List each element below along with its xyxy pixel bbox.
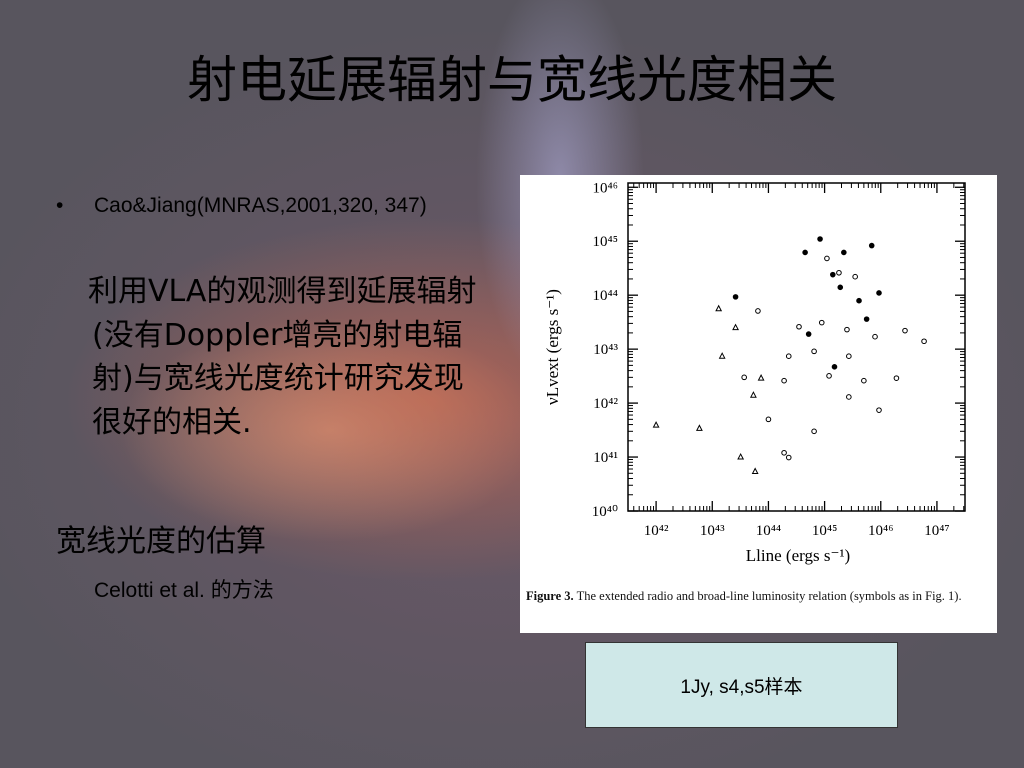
- y-tick-label: 10⁴⁰: [592, 504, 618, 520]
- point: [818, 319, 825, 326]
- point: [893, 375, 900, 381]
- x-tick-label: 10⁴⁴: [756, 523, 781, 539]
- point: [715, 304, 723, 312]
- bullet-text: Cao&Jiang(MNRAS,2001,320, 347): [94, 194, 427, 217]
- y-tick-label: 10⁴²: [593, 396, 618, 412]
- x-axis-label: Lline (ergs s⁻¹): [746, 546, 850, 565]
- note-text: 1Jy, s4,s5样本: [680, 676, 803, 698]
- scatter-chart: Lline (ergs s⁻¹) νLvext (ergs s⁻¹) 10⁴² 1…: [543, 180, 966, 565]
- point: [876, 407, 882, 413]
- paragraph: 利用VLA的观测得到延展辐射(没有Doppler增亮的射电辐射)与宽线光度统计研…: [88, 274, 477, 440]
- point: [737, 452, 745, 460]
- point: [826, 373, 832, 379]
- point: [837, 284, 844, 291]
- x-tick-label: 10⁴³: [700, 523, 725, 539]
- point: [831, 364, 838, 370]
- point: [836, 269, 842, 276]
- plot-frame: [627, 182, 966, 512]
- point: [863, 316, 870, 322]
- point: [765, 416, 772, 423]
- point: [876, 290, 882, 296]
- x-tick-label: 10⁴⁵: [812, 523, 837, 539]
- point: [652, 421, 660, 428]
- bullet: • Cao&Jiang(MNRAS,2001,320, 347): [56, 190, 496, 222]
- y-axis-label: νLvext (ergs s⁻¹): [543, 289, 562, 405]
- point: [830, 271, 836, 278]
- point: [868, 242, 875, 249]
- y-tick-label: 10⁴⁶: [593, 180, 618, 196]
- slide-title: 射电延展辐射与宽线光度相关: [187, 51, 837, 109]
- subheading: 宽线光度的估算: [56, 524, 266, 559]
- subtext: Celotti et al. 的方法: [94, 579, 274, 602]
- point: [732, 323, 739, 331]
- point: [844, 326, 850, 333]
- point: [811, 348, 817, 355]
- point: [861, 377, 867, 384]
- caption-text: The extended radio and broad-line lumino…: [576, 589, 962, 603]
- point: [781, 449, 787, 456]
- point: [817, 236, 823, 242]
- x-tick-label: 10⁴⁷: [924, 523, 949, 539]
- point: [846, 353, 852, 359]
- caption-label: Figure 3.: [526, 589, 574, 603]
- y-tick-label: 10⁴⁵: [593, 234, 618, 250]
- point: [902, 327, 908, 334]
- bullet-marker: •: [56, 194, 64, 217]
- point: [841, 249, 847, 256]
- point: [872, 333, 878, 340]
- point: [852, 273, 858, 280]
- point: [781, 377, 787, 384]
- point: [802, 249, 808, 256]
- y-tick-label: 10⁴³: [593, 342, 618, 358]
- point: [755, 308, 761, 314]
- x-tick-label: 10⁴²: [644, 523, 669, 539]
- point: [796, 323, 802, 330]
- point: [921, 338, 927, 345]
- x-tick-label: 10⁴⁶: [868, 523, 893, 539]
- point: [811, 428, 817, 435]
- figure-caption: Figure 3. The extended radio and broad-l…: [526, 587, 992, 606]
- point: [749, 391, 757, 398]
- note-box: 1Jy, s4,s5样本: [585, 642, 898, 728]
- point: [741, 374, 747, 381]
- point: [732, 294, 739, 300]
- y-tick-label: 10⁴⁴: [593, 288, 618, 304]
- y-tick-label: 10⁴¹: [593, 450, 618, 466]
- point: [785, 353, 792, 359]
- point: [805, 331, 812, 337]
- point: [824, 255, 830, 262]
- point: [718, 352, 726, 359]
- point: [856, 297, 862, 304]
- point: [695, 424, 703, 431]
- point: [751, 467, 759, 474]
- point: [757, 374, 765, 381]
- point: [785, 454, 792, 461]
- point: [846, 394, 852, 400]
- figure: Lline (ergs s⁻¹) νLvext (ergs s⁻¹) 10⁴² 1…: [520, 175, 997, 633]
